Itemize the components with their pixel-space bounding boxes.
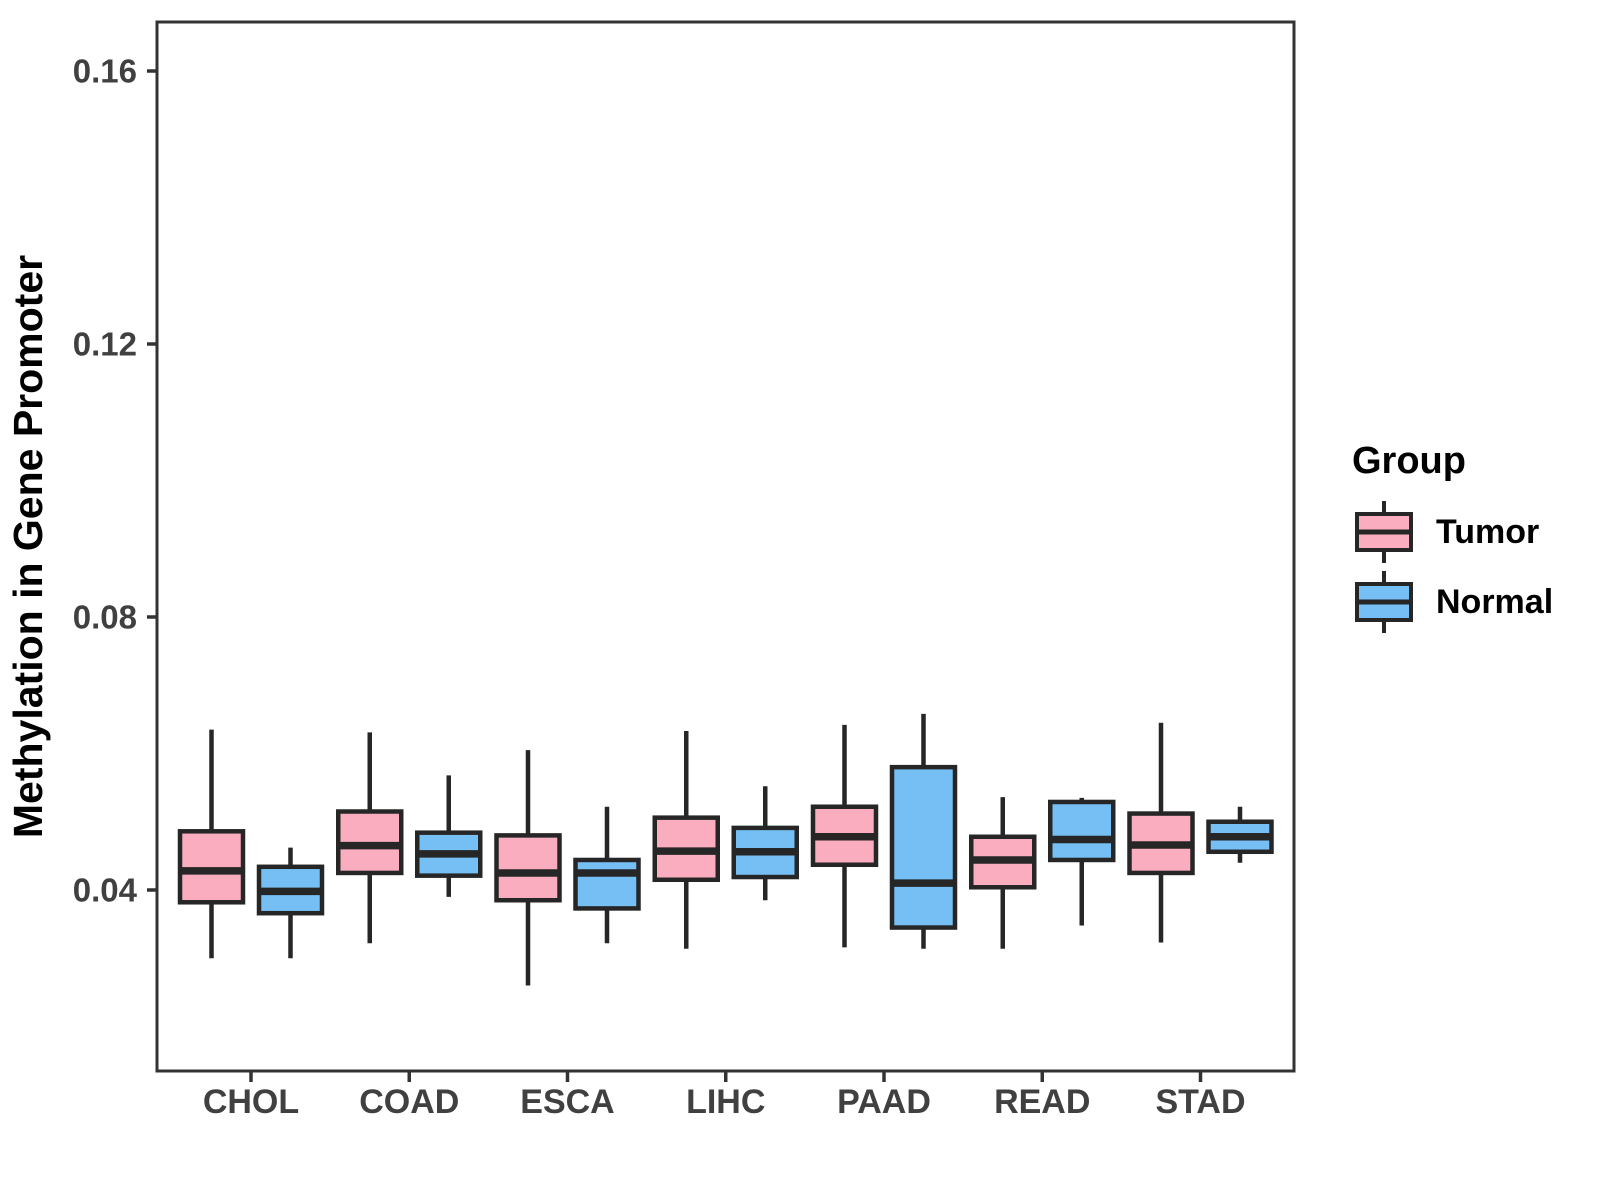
iqr-box	[889, 764, 958, 930]
y-tick-label: 0.12	[73, 326, 137, 363]
x-tick-label: STAD	[1155, 1083, 1245, 1121]
iqr-box	[1048, 799, 1116, 863]
boxplot-paad-tumor	[810, 724, 879, 948]
y-tick-label: 0.04	[73, 872, 138, 909]
x-tick-label: PAAD	[837, 1083, 931, 1121]
y-tick-label: 0.16	[73, 53, 137, 90]
x-tick-label: ESCA	[520, 1083, 614, 1121]
legend-entry-normal: Normal	[1352, 567, 1592, 637]
x-tick-label: CHOL	[203, 1083, 299, 1121]
boxplot-lihc-tumor	[652, 730, 720, 949]
boxplot-esca-tumor	[494, 750, 562, 986]
boxplot-chol-normal	[256, 847, 325, 959]
boxplot-chol-tumor	[177, 729, 246, 959]
y-tick-label: 0.08	[73, 599, 137, 636]
panel-border	[155, 20, 1296, 1073]
boxplot-paad-normal	[889, 713, 958, 949]
iqr-box	[177, 829, 246, 905]
boxplot-stad-normal	[1206, 806, 1274, 863]
legend-label: Tumor	[1436, 512, 1540, 551]
legend: Group Tumor Normal	[1352, 440, 1592, 637]
boxplot-coad-tumor	[336, 732, 404, 944]
x-tick-label: LIHC	[686, 1083, 765, 1121]
legend-rows: Tumor Normal	[1352, 497, 1592, 637]
legend-entry-tumor: Tumor	[1352, 497, 1592, 567]
boxplot-esca-normal	[573, 806, 641, 944]
legend-label: Normal	[1436, 582, 1554, 621]
boxplot-read-tumor	[969, 797, 1037, 949]
x-tick-label: COAD	[359, 1083, 459, 1121]
iqr-box	[494, 833, 562, 903]
boxplot-read-normal	[1048, 797, 1116, 926]
legend-title: Group	[1352, 440, 1466, 482]
boxplot-stad-tumor	[1127, 722, 1195, 943]
legend-key-tumor-boxplot-icon	[1355, 501, 1413, 563]
legend-key-normal-boxplot-icon	[1355, 571, 1413, 633]
boxplot-coad-normal	[415, 775, 483, 897]
boxplot-lihc-normal	[731, 786, 799, 901]
y-axis-title: Methylation in Gene Promoter	[5, 255, 51, 838]
iqr-box	[573, 857, 641, 911]
x-tick-label: READ	[994, 1083, 1090, 1121]
